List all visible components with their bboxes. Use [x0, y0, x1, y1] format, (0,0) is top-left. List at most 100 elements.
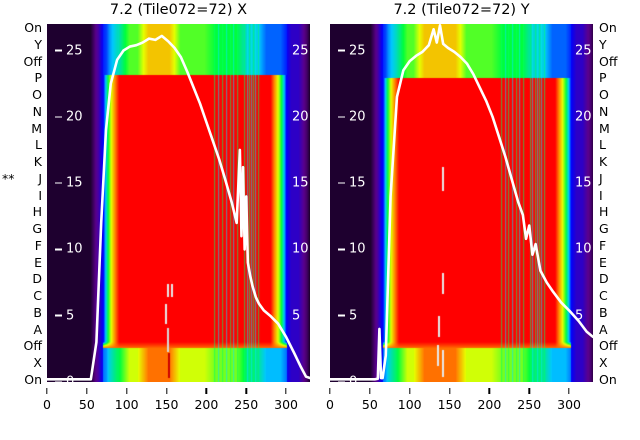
category-tick-n-5: N [599, 103, 609, 119]
category-tick-h-11: H [32, 204, 42, 220]
white-profile-Y [330, 24, 593, 381]
x-tick-mark-200 [205, 388, 208, 394]
category-tick-k-8: K [599, 153, 608, 169]
category-tick-f-13: F [599, 237, 607, 253]
category-tick-y-1: Y [34, 36, 42, 52]
category-tick-i-10: I [599, 187, 603, 203]
y-tick-text: 20 [66, 109, 83, 125]
y-tick-label-0: 0 [55, 376, 74, 389]
x-tick-label-100: 100 [114, 397, 139, 412]
y-tick-label-mirror-20: 20 [575, 110, 592, 124]
y-tick-label-mirror-25: 25 [575, 44, 592, 58]
y-tick-dash-icon [55, 49, 62, 52]
y-tick-label-mirror-20: 20 [292, 110, 309, 124]
category-tick-off-19: Off [599, 338, 618, 354]
y-tick-label-10: 10 [338, 243, 366, 256]
heatmap-image-y [330, 24, 593, 382]
y-tick-label-25: 25 [55, 44, 83, 57]
category-tick-c-16: C [33, 287, 42, 303]
category-tick-l-7: L [35, 137, 42, 153]
category-tick-l-7: L [599, 137, 606, 153]
x-tick-mark-0 [46, 388, 48, 394]
y-tick-text: 20 [349, 109, 366, 125]
category-tick-e-14: E [599, 254, 607, 270]
x-tick-mark-150 [448, 388, 451, 394]
x-tick-label-150: 150 [154, 397, 179, 412]
category-tick-f-13: F [34, 237, 42, 253]
category-tick-d-15: D [599, 271, 609, 287]
y-tick-text: 10 [349, 241, 366, 257]
category-axis-left: On Y Off P O N M L K J ** I H G F E D C B A Off X On [0, 19, 46, 385]
y-tick-text: 0 [349, 374, 358, 390]
category-tick-on-0: On [599, 19, 617, 35]
category-tick-n-5: N [32, 103, 42, 119]
y-tick-dash-icon [338, 248, 345, 251]
y-tick-label-mirror-5: 5 [292, 309, 301, 323]
x-tick-mark-250 [245, 388, 247, 394]
category-tick-c-16: C [599, 287, 608, 303]
category-tick-e-14: E [34, 254, 42, 270]
heatmap-panel-x[interactable] [47, 24, 310, 382]
category-tick-o-4: O [32, 86, 42, 102]
x-axis-right: 0 50 100 150 200 250 300 [326, 382, 593, 440]
y-tick-label-mirror-5: 5 [575, 309, 584, 323]
x-tick-mark-100 [125, 388, 128, 394]
category-tick-m-6: M [599, 120, 610, 136]
y-tick-label-mirror-15: 15 [575, 176, 592, 190]
y-tick-text: 10 [66, 241, 83, 257]
heatmap-panel-y[interactable] [330, 24, 593, 382]
category-tick-k-8: K [33, 153, 42, 169]
x-tick-mark-50 [369, 388, 371, 394]
category-tick-off-19: Off [23, 338, 42, 354]
y-tick-dash-icon [55, 381, 62, 383]
y-tick-dash-icon [55, 116, 62, 118]
y-tick-dash-icon [338, 182, 345, 184]
x-tick-label-50: 50 [361, 397, 378, 412]
y-tick-label-15: 15 [338, 177, 366, 190]
y-tick-label-20: 20 [338, 110, 366, 123]
y-tick-label-mirror-10: 10 [575, 242, 592, 256]
y-tick-dash-icon [338, 314, 345, 317]
y-tick-dash-icon [55, 248, 62, 251]
category-tick-x-20: X [599, 354, 608, 370]
y-tick-text: 5 [66, 308, 75, 324]
category-tick-b-17: B [33, 304, 42, 320]
category-axis-right: On Y Off P O N M L K J I H G F E D C B A Off X On [594, 19, 640, 385]
y-tick-label-10: 10 [55, 243, 83, 256]
x-tick-label-200: 200 [194, 397, 219, 412]
category-tick-x-20: X [33, 354, 42, 370]
category-marker-star: ** [2, 170, 15, 186]
category-tick-on-0: On [24, 19, 42, 35]
y-tick-dash-icon [338, 116, 345, 118]
white-profile-X [47, 34, 310, 381]
category-tick-b-17: B [599, 304, 608, 320]
y-tick-dash-icon [338, 49, 345, 52]
category-tick-h-11: H [599, 204, 609, 220]
x-tick-mark-0 [329, 388, 331, 394]
x-tick-mark-200 [488, 388, 491, 394]
y-tick-label-5: 5 [338, 309, 357, 322]
y-tick-text: 0 [66, 374, 75, 390]
heatmap-image-x [47, 24, 310, 382]
x-tick-mark-150 [165, 388, 168, 394]
category-tick-j-9: J [38, 170, 42, 186]
y-tick-label-mirror-15: 15 [292, 176, 309, 190]
y-tick-label-0: 0 [338, 376, 357, 389]
category-tick-j-9: J [599, 170, 603, 186]
x-tick-mark-300 [285, 388, 287, 394]
category-tick-a-18: A [599, 321, 608, 337]
y-tick-dash-icon [338, 381, 345, 383]
y-tick-text: 25 [349, 43, 366, 59]
x-tick-label-300: 300 [274, 397, 299, 412]
x-tick-label-200: 200 [477, 397, 502, 412]
x-tick-label-0: 0 [43, 397, 51, 412]
y-tick-text: 15 [66, 175, 83, 191]
panel-title-y: 7.2 (Tile072=72) Y [393, 2, 530, 18]
category-tick-off-2: Off [599, 53, 618, 69]
x-tick-label-0: 0 [326, 397, 334, 412]
y-tick-label-5: 5 [55, 309, 74, 322]
x-tick-label-250: 250 [234, 397, 259, 412]
category-tick-on-21: On [24, 371, 42, 387]
y-tick-dash-icon [55, 314, 62, 317]
